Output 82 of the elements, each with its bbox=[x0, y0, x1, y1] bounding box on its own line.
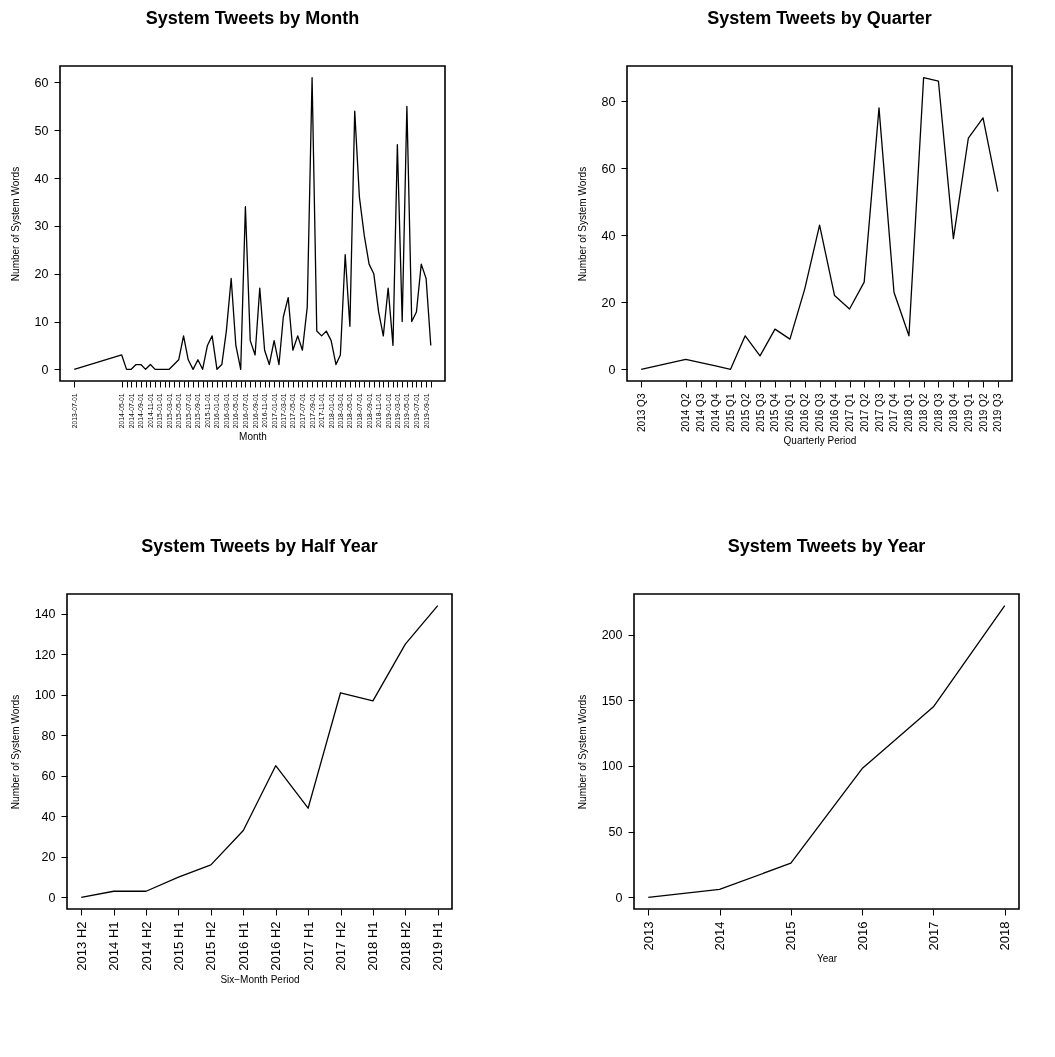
x-tick-label: 2017 Q4 bbox=[888, 393, 900, 432]
chart-title: System Tweets by Quarter bbox=[707, 8, 932, 28]
x-tick-label: 2018 Q2 bbox=[918, 393, 930, 432]
y-axis-title: Number of System Words bbox=[9, 694, 21, 810]
x-tick-label: 2017 bbox=[925, 921, 941, 951]
chart-title: System Tweets by Half Year bbox=[141, 536, 378, 556]
line-series bbox=[647, 605, 1006, 898]
x-tick-label: 2015 Q1 bbox=[725, 393, 737, 432]
y-tick-label: 50 bbox=[608, 825, 623, 840]
line-series bbox=[73, 77, 432, 370]
x-tick-label: 2017 Q3 bbox=[873, 393, 885, 432]
x-tick-label: 2016 Q3 bbox=[814, 393, 826, 432]
chart-title: System Tweets by Year bbox=[727, 536, 926, 556]
y-tick-label: 50 bbox=[34, 123, 49, 138]
y-tick-label: 80 bbox=[601, 94, 616, 109]
x-tick-label: 2019 Q1 bbox=[962, 393, 974, 432]
y-axis-title: Number of System Words bbox=[576, 694, 588, 810]
x-tick-label: 2018 Q3 bbox=[932, 393, 944, 432]
y-tick-label: 140 bbox=[34, 607, 56, 622]
x-tick-label: 2018 H1 bbox=[365, 921, 381, 971]
line-series bbox=[80, 605, 439, 898]
x-axis-title: Six−Month Period bbox=[220, 973, 300, 985]
y-axis-title: Number of System Words bbox=[576, 166, 588, 282]
y-tick-label: 10 bbox=[34, 315, 49, 330]
x-tick-label: 2014 bbox=[712, 921, 728, 951]
y-tick-label: 60 bbox=[34, 75, 49, 90]
y-tick-label: 0 bbox=[41, 362, 49, 377]
x-tick-label: 2019 Q2 bbox=[977, 393, 989, 432]
y-tick-label: 60 bbox=[601, 161, 616, 176]
y-tick-label: 40 bbox=[601, 228, 616, 243]
x-tick-label: 2017 H1 bbox=[300, 921, 316, 971]
y-tick-label: 200 bbox=[601, 628, 623, 643]
y-tick-label: 30 bbox=[34, 219, 49, 234]
x-tick-label: 2014 H2 bbox=[138, 921, 154, 971]
x-tick-label: 2017 H2 bbox=[333, 921, 349, 971]
line-series bbox=[640, 77, 999, 370]
y-tick-label: 100 bbox=[601, 759, 623, 774]
y-axis-title: Number of System Words bbox=[9, 166, 21, 282]
y-tick-label: 20 bbox=[601, 295, 616, 310]
y-tick-label: 20 bbox=[34, 267, 49, 282]
x-tick-label: 2013 Q3 bbox=[635, 393, 647, 432]
y-tick-label: 100 bbox=[34, 688, 56, 703]
x-tick-label: 2018 H2 bbox=[397, 921, 413, 971]
x-tick-label: 2014 Q2 bbox=[680, 393, 692, 432]
x-tick-label: 2018 Q1 bbox=[903, 393, 915, 432]
x-tick-label: 2016 H2 bbox=[268, 921, 284, 971]
x-tick-label: 2017 Q1 bbox=[844, 393, 856, 432]
y-tick-label: 0 bbox=[48, 890, 56, 905]
y-tick-label: 80 bbox=[41, 728, 56, 743]
x-tick-label: 2014 Q4 bbox=[710, 393, 722, 432]
x-tick-label: 2014 H1 bbox=[106, 921, 122, 971]
x-tick-label: 2019 H1 bbox=[430, 921, 446, 971]
y-tick-label: 120 bbox=[34, 647, 56, 662]
x-tick-label: 2019 Q3 bbox=[992, 393, 1004, 432]
y-tick-label: 60 bbox=[41, 769, 56, 784]
x-tick-label: 2016 bbox=[854, 921, 870, 951]
x-tick-label: 2015 Q2 bbox=[739, 393, 751, 432]
y-tick-label: 40 bbox=[41, 809, 56, 824]
x-tick-label: 2014 Q3 bbox=[695, 393, 707, 432]
x-tick-label: 2016 Q1 bbox=[784, 393, 796, 432]
y-tick-label: 20 bbox=[41, 850, 56, 865]
x-tick-label: 2016 H1 bbox=[235, 921, 251, 971]
x-tick-label: 2013 bbox=[640, 921, 656, 951]
y-tick-label: 40 bbox=[34, 171, 49, 186]
x-tick-label: 2018 bbox=[997, 921, 1013, 951]
x-tick-label: 2015 H1 bbox=[170, 921, 186, 971]
y-tick-label: 0 bbox=[608, 362, 616, 377]
y-tick-label: 0 bbox=[615, 890, 623, 905]
x-tick-label: 2016 Q4 bbox=[829, 393, 841, 432]
x-axis-title: Month bbox=[239, 431, 267, 443]
x-tick-label: 2015 H2 bbox=[203, 921, 219, 971]
x-tick-label: 2016 Q2 bbox=[799, 393, 811, 432]
x-tick-label: 2015 bbox=[783, 921, 799, 951]
x-axis-title: Quarterly Period bbox=[783, 434, 857, 446]
x-tick-label: 2015 Q3 bbox=[754, 393, 766, 432]
y-tick-label: 150 bbox=[601, 693, 623, 708]
x-tick-label: 2017 Q2 bbox=[858, 393, 870, 432]
x-tick-label: 2015 Q4 bbox=[769, 393, 781, 432]
x-tick-label: 2013 H2 bbox=[73, 921, 89, 971]
x-tick-label: 2018 Q4 bbox=[947, 393, 959, 432]
chart-title: System Tweets by Month bbox=[145, 8, 360, 28]
x-axis-title: Year bbox=[816, 953, 838, 965]
